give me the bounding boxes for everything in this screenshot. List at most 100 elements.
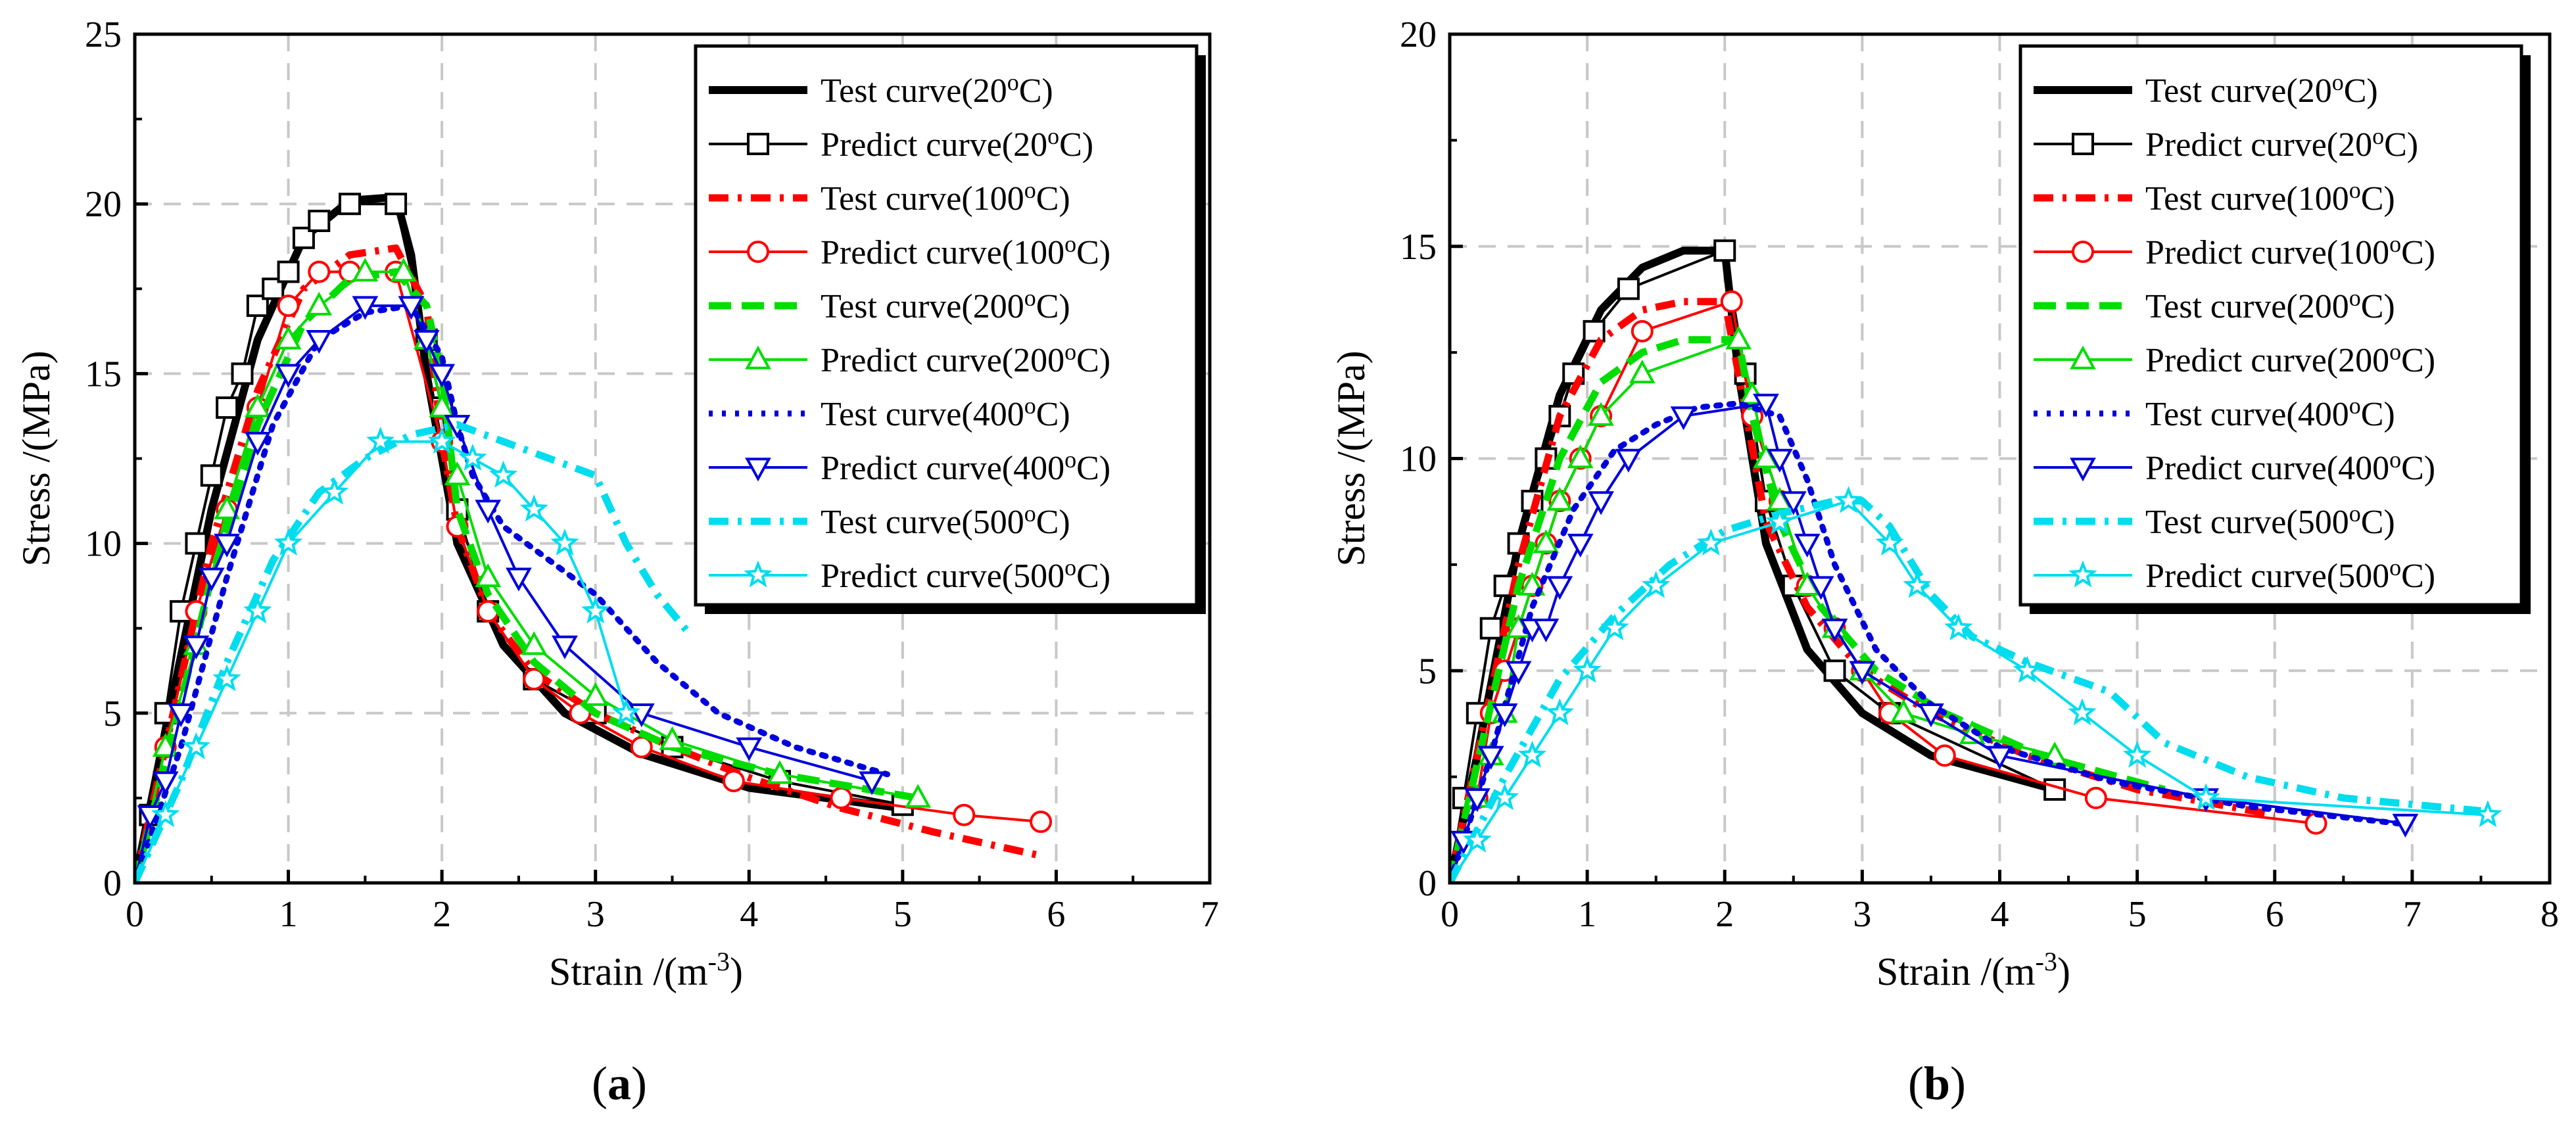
series-line <box>1450 249 2056 883</box>
data-point <box>385 193 408 216</box>
data-point <box>659 726 686 750</box>
data-point <box>274 528 303 556</box>
data-point <box>506 567 532 592</box>
data-point <box>953 803 976 826</box>
legend-entry: Test curve(200oC) <box>2034 285 2395 325</box>
data-point <box>859 771 886 795</box>
legend-marker <box>2070 458 2096 482</box>
data-point <box>1533 618 1560 643</box>
data-point <box>413 330 440 354</box>
data-point <box>214 533 241 558</box>
legend-entry: Predict curve(100oC) <box>709 231 1110 272</box>
data-point <box>181 732 210 759</box>
legend-label: Test curve(20oC) <box>2145 69 2378 110</box>
legend-entry: Test curve(400oC) <box>2034 392 2395 433</box>
series-2 <box>1450 239 2066 883</box>
data-point <box>1546 486 1573 511</box>
x-tick-label: 6 <box>2266 894 2284 935</box>
legend-label: Predict curve(100oC) <box>821 231 1110 272</box>
x-tick-label: 2 <box>433 894 451 935</box>
data-point <box>1491 703 1518 728</box>
data-point <box>2191 783 2220 811</box>
data-point <box>2392 813 2419 838</box>
legend-entry: Predict curve(20oC) <box>2034 123 2418 164</box>
legend-entry: Test curve(20oC) <box>2034 69 2378 110</box>
data-point <box>244 431 271 456</box>
data-point <box>1533 529 1560 554</box>
data-point <box>308 210 331 233</box>
series-10 <box>135 426 640 883</box>
x-tick-label: 3 <box>586 894 605 935</box>
data-point <box>429 364 456 388</box>
data-point <box>477 600 500 623</box>
series-line <box>1450 400 2402 883</box>
y-tick-label: 10 <box>85 524 122 565</box>
data-point <box>1583 320 1606 343</box>
legend-label: Predict curve(400oC) <box>821 446 1110 487</box>
y-tick-label: 5 <box>103 694 122 734</box>
legend-entry: Test curve(500oC) <box>709 500 1070 541</box>
x-tick-label: 5 <box>894 894 912 935</box>
x-axis-title: Strain /(m-3) <box>549 947 743 993</box>
x-tick-label: 8 <box>2540 894 2559 935</box>
series-line <box>135 421 691 883</box>
series-8 <box>1450 393 2419 883</box>
legend-label: Predict curve(20oC) <box>2145 123 2418 164</box>
data-point <box>722 770 745 793</box>
data-point <box>398 296 425 320</box>
legend-label: Predict curve(500oC) <box>821 554 1110 595</box>
legend-entry: Predict curve(20oC) <box>709 123 1093 164</box>
data-point <box>275 325 302 350</box>
y-axis-title: Stress /(MPa) <box>14 350 58 566</box>
legend-entry: Test curve(100oC) <box>2034 177 2395 218</box>
data-point <box>1517 740 1547 768</box>
data-point <box>306 291 333 316</box>
x-tick-label: 7 <box>2403 894 2421 935</box>
data-point <box>277 295 300 318</box>
data-point <box>1629 359 1656 384</box>
data-point <box>582 682 609 706</box>
data-point <box>183 635 210 659</box>
data-point <box>1631 320 1654 343</box>
data-point <box>1030 811 1053 834</box>
data-point <box>736 737 763 761</box>
data-point <box>1918 703 1944 728</box>
data-point <box>1823 659 1846 682</box>
data-point <box>2084 786 2107 809</box>
data-point <box>444 461 471 486</box>
y-tick-label: 25 <box>85 14 122 55</box>
series-9 <box>135 421 691 883</box>
panel-label: (a) <box>592 1057 647 1110</box>
data-point <box>1505 661 1532 685</box>
legend-marker <box>744 560 773 588</box>
legend-label: Predict curve(200oC) <box>821 339 1110 379</box>
data-point <box>1546 576 1573 600</box>
data-point <box>581 596 610 624</box>
data-point <box>427 426 456 454</box>
data-point <box>1807 576 1834 600</box>
data-point <box>168 703 194 728</box>
data-point <box>366 426 395 454</box>
data-point <box>475 563 502 587</box>
data-point <box>1765 507 1794 534</box>
data-point <box>1933 744 1956 767</box>
data-point <box>1573 655 1602 683</box>
legend-entry: Test curve(500oC) <box>2034 500 2395 541</box>
x-tick-label: 6 <box>1047 894 1065 935</box>
legend-entry: Predict curve(400oC) <box>709 446 1110 487</box>
legend-label: Test curve(100oC) <box>821 177 1070 218</box>
legend-marker <box>2072 133 2094 155</box>
axis-ticks: 0 1 2 3 4 5 6 7 8 0 5 10 15 20 <box>1400 14 2559 935</box>
x-tick-label: 2 <box>1715 894 1734 935</box>
data-point <box>1696 528 1725 556</box>
data-point <box>244 393 271 417</box>
data-point <box>308 260 331 283</box>
data-point <box>1617 277 1640 300</box>
legend-label: Test curve(500oC) <box>2145 500 2395 541</box>
data-point <box>1890 699 1917 723</box>
data-point <box>185 532 208 555</box>
data-point <box>277 260 300 283</box>
legend-marker <box>2068 560 2097 588</box>
data-point <box>243 596 272 624</box>
